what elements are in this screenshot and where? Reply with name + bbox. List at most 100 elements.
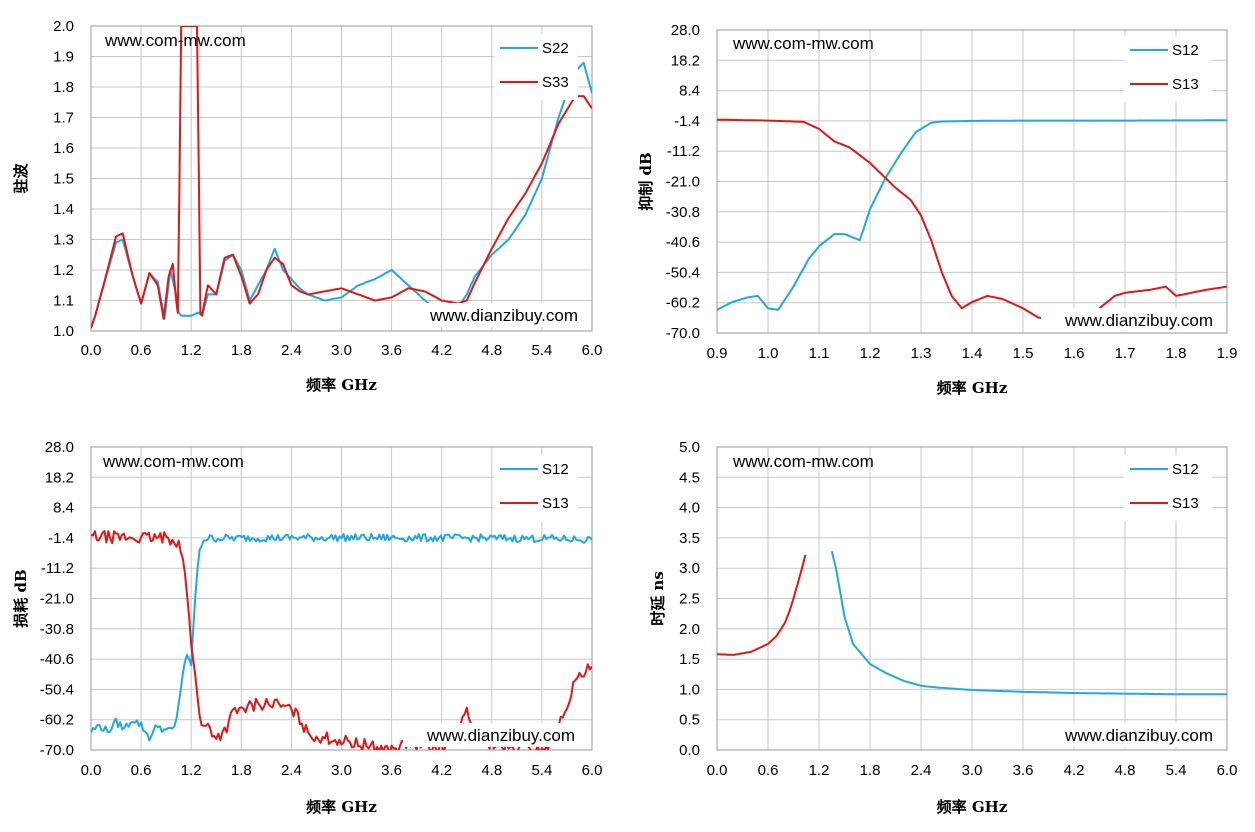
- x-tick-label: 3.6: [381, 342, 402, 359]
- y-tick-label: -40.6: [666, 234, 700, 251]
- y-tick-label: 5.0: [679, 439, 700, 456]
- y-tick-label: -60.2: [666, 295, 700, 312]
- y-tick-label: -60.2: [40, 712, 74, 729]
- series-line-S13: [717, 554, 807, 656]
- x-axis-title: 频率 GHz: [306, 798, 377, 816]
- watermark-text: www.dianzibuy.com: [429, 306, 578, 325]
- legend-box: [1124, 36, 1212, 102]
- watermark-text: www.com-mw.com: [102, 452, 244, 471]
- legend-label: S12: [1172, 461, 1199, 478]
- x-tick-label: 1.4: [962, 345, 983, 362]
- x-tick-label: 0.0: [707, 762, 728, 779]
- y-tick-label: -50.4: [666, 264, 700, 281]
- y-tick-label: -21.0: [40, 591, 74, 608]
- y-axis-title: 损耗 dB: [12, 569, 30, 627]
- x-tick-label: 5.4: [1166, 762, 1187, 779]
- y-tick-label: 1.4: [53, 201, 74, 218]
- legend-label: S13: [1172, 495, 1199, 512]
- x-tick-label: 1.7: [1115, 345, 1136, 362]
- x-tick-label: 4.8: [481, 342, 502, 359]
- x-tick-label: 1.2: [181, 762, 202, 779]
- watermark-bg: [403, 723, 579, 747]
- series-line-S12: [91, 533, 592, 742]
- y-tick-label: 1.0: [679, 681, 700, 698]
- y-tick-label: 1.0: [53, 323, 74, 340]
- legend-box: [494, 34, 578, 100]
- x-tick-label: 1.8: [1166, 345, 1187, 362]
- x-tick-label: 1.5: [1013, 345, 1034, 362]
- chart-suppression: -70.0 -60.2 -50.4 -40.6 -30.8 -21.0 -11.2 -1.4 8…: [637, 22, 1237, 397]
- y-tick-label: 28.0: [45, 439, 74, 456]
- y-tick-label: 1.6: [53, 140, 74, 157]
- watermark-bg: [1041, 723, 1217, 747]
- y-tick-label: 1.8: [53, 79, 74, 96]
- chart-delay: 0.0 0.5 1.0 1.5 2.0 2.5 3.0 3.5 4.0 4.5 5.0 0.0 0.6 1…: [649, 439, 1237, 816]
- y-tick-label: -50.4: [40, 681, 74, 698]
- y-tick-label: 1.3: [53, 232, 74, 249]
- y-tick-label: 1.5: [53, 171, 74, 188]
- x-tick-label: 3.6: [381, 762, 402, 779]
- y-axis-title: 抑制 dB: [637, 152, 655, 210]
- x-tick-label: 1.0: [758, 345, 779, 362]
- chart-loss: -70.0 -60.2 -50.4 -40.6 -30.8 -21.0 -11.2 -1.4 8…: [12, 439, 602, 816]
- legend-label: S13: [542, 495, 569, 512]
- x-tick-label: 2.4: [281, 342, 302, 359]
- watermark-text: www.dianzibuy.com: [1064, 726, 1213, 745]
- y-tick-label: 0.0: [679, 742, 700, 759]
- x-tick-label: 1.2: [809, 762, 830, 779]
- chart-vswr: 1.0 1.1 1.2 1.3 1.4 1.5 1.6 1.7 1.8 1.9 2.0 0.0 0.6 1…: [12, 18, 602, 394]
- y-tick-label: -21.0: [666, 174, 700, 191]
- x-tick-label: 6.0: [582, 762, 603, 779]
- y-tick-label: 1.9: [53, 49, 74, 66]
- y-tick-label: 1.2: [53, 262, 74, 279]
- x-tick-label: 2.4: [281, 762, 302, 779]
- y-tick-label: 2.0: [679, 621, 700, 638]
- x-tick-label: 1.1: [809, 345, 830, 362]
- y-tick-label: 8.4: [53, 500, 74, 517]
- y-tick-label: 3.5: [679, 530, 700, 547]
- legend-label: S13: [1172, 76, 1199, 93]
- y-tick-label: -1.4: [48, 530, 74, 547]
- watermark-text: www.com-mw.com: [104, 31, 246, 50]
- y-tick-label: -1.4: [674, 113, 700, 130]
- x-tick-label: 4.2: [1064, 762, 1085, 779]
- x-tick-label: 6.0: [582, 342, 603, 359]
- x-tick-label: 5.4: [531, 762, 552, 779]
- x-tick-label: 2.4: [911, 762, 932, 779]
- series-line-S12: [830, 550, 1227, 696]
- x-axis-title: 频率 GHz: [306, 376, 377, 394]
- y-tick-label: 2.5: [679, 591, 700, 608]
- y-tick-label: 1.5: [679, 651, 700, 668]
- x-tick-label: 0.6: [131, 762, 152, 779]
- y-tick-label: 1.7: [53, 110, 74, 127]
- x-tick-label: 4.8: [1115, 762, 1136, 779]
- x-axis-title: 频率 GHz: [937, 379, 1008, 397]
- y-tick-label: -30.8: [40, 621, 74, 638]
- y-axis-title: 驻波: [12, 163, 30, 194]
- y-axis-title: 时延 ns: [649, 571, 667, 626]
- watermark-bg: [406, 303, 582, 327]
- series-line-S33: [91, 26, 592, 329]
- plot-frame: [716, 29, 1228, 334]
- x-tick-label: 0.9: [707, 345, 728, 362]
- y-tick-label: -11.2: [667, 143, 700, 160]
- x-tick-label: 0.0: [81, 762, 102, 779]
- x-tick-label: 0.6: [131, 342, 152, 359]
- y-tick-label: -11.2: [41, 560, 74, 577]
- x-tick-label: 1.6: [1064, 345, 1085, 362]
- y-tick-label: -70.0: [666, 325, 700, 342]
- plot-frame: [90, 25, 593, 332]
- series-line-S12: [717, 119, 1227, 311]
- x-tick-label: 1.9: [1217, 345, 1238, 362]
- y-tick-label: 4.0: [679, 500, 700, 517]
- x-tick-label: 1.8: [860, 762, 881, 779]
- legend-label: S33: [542, 74, 569, 91]
- x-tick-label: 0.6: [758, 762, 779, 779]
- y-tick-label: -30.8: [666, 204, 700, 221]
- x-tick-label: 3.0: [962, 762, 983, 779]
- watermark-text: www.com-mw.com: [732, 34, 874, 53]
- y-tick-label: 4.5: [679, 469, 700, 486]
- watermark-text: www.com-mw.com: [732, 452, 874, 471]
- x-tick-label: 1.8: [231, 342, 252, 359]
